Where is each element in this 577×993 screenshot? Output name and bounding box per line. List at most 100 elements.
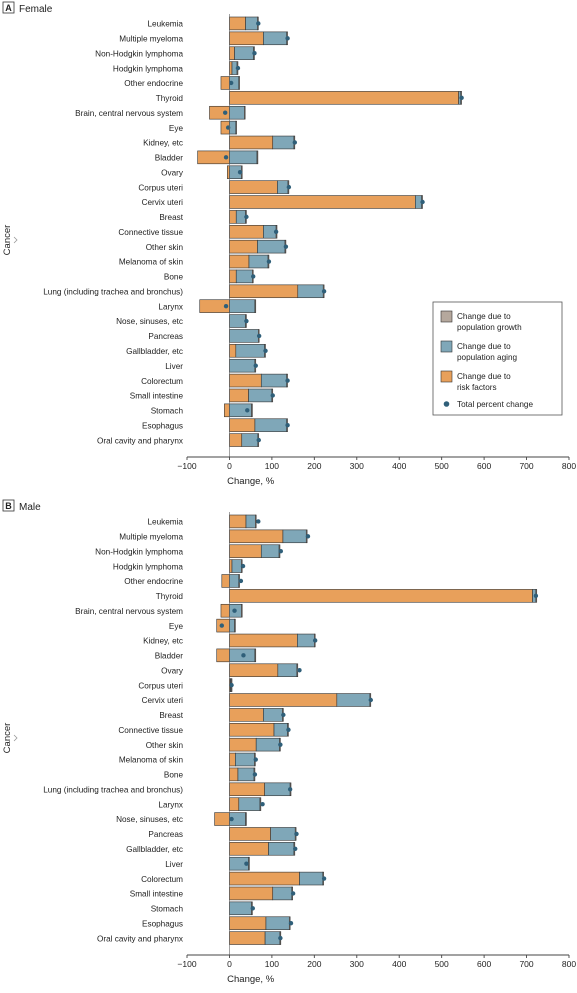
total-change-point <box>420 199 425 205</box>
y-axis-title: Cancer <box>2 723 13 754</box>
population-aging-bar <box>229 120 237 135</box>
population-aging-bar <box>272 886 293 901</box>
category-label: Oral cavity and pharynx <box>97 436 183 445</box>
legend-label: population aging <box>457 353 518 362</box>
population-aging-bar <box>336 693 371 707</box>
category-label: Stomach <box>151 407 184 416</box>
category-label: Cervix uteri <box>142 696 184 705</box>
population-aging-bar <box>235 752 255 767</box>
risk-factor-bar <box>229 633 298 648</box>
legend-label: Change due to <box>457 372 511 381</box>
total-change-point <box>263 348 268 353</box>
population-aging-bar <box>245 16 258 31</box>
category-label: Esophagus <box>142 919 183 928</box>
category-label: Brain, central nervous system <box>75 607 183 616</box>
population-aging-bar <box>263 31 288 46</box>
category-label: Pancreas <box>148 830 183 839</box>
risk-factor-bar <box>229 708 264 722</box>
total-change-point <box>256 437 261 443</box>
population-growth-bar <box>238 76 240 90</box>
category-label: Hodgkin lymphoma <box>113 64 184 73</box>
risk-factor-bar <box>229 418 256 432</box>
risk-factor-bar <box>229 782 265 797</box>
population-aging-bar <box>248 254 269 269</box>
total-change-point <box>270 393 275 398</box>
population-aging-bar <box>277 663 298 677</box>
total-change-point <box>260 801 265 807</box>
total-change-point <box>219 623 225 628</box>
total-change-point <box>286 727 291 732</box>
total-change-point <box>273 229 279 234</box>
category-label: Connective tissue <box>118 228 183 237</box>
total-change-point <box>244 318 249 324</box>
risk-factor-bar <box>229 254 250 269</box>
category-label: Non-Hodgkin lymphoma <box>95 49 183 58</box>
category-label: Non-Hodgkin lymphoma <box>95 547 183 556</box>
population-aging-bar <box>245 514 256 529</box>
risk-factor-bar <box>220 76 230 90</box>
category-label: Eye <box>169 622 184 631</box>
chart-panel-male: B Male Cancer Leukemia Multiple myeloma Non-H… <box>2 499 576 985</box>
total-change-point <box>368 697 373 703</box>
population-aging-bar <box>277 180 289 194</box>
x-tick-label: 800 <box>562 959 576 969</box>
risk-factor-bar <box>229 916 267 930</box>
category-label: Bone <box>164 273 184 282</box>
category-label: Nose, sinuses, etc <box>116 815 183 824</box>
risk-factor-bar <box>229 344 237 358</box>
population-aging-bar <box>229 314 246 328</box>
legend-swatch-population-aging <box>440 340 453 353</box>
y-axis-title: Cancer <box>2 225 13 256</box>
category-label: Bone <box>164 771 184 780</box>
risk-factor-bar <box>229 589 533 603</box>
total-change-point <box>285 423 290 428</box>
total-change-point <box>285 36 290 41</box>
population-aging-bar <box>264 931 281 945</box>
total-change-point <box>293 846 298 851</box>
legend-label: Change due to <box>457 312 511 321</box>
category-label: Gallbladder, etc <box>126 845 183 854</box>
total-change-point <box>253 757 258 762</box>
total-change-point <box>252 772 258 777</box>
total-change-point <box>256 519 261 524</box>
chart-legend: Change due to population growth Change due… <box>432 301 563 416</box>
population-aging-bar <box>234 46 254 60</box>
x-axis-title: Change, % <box>227 476 275 487</box>
panel-letter-box <box>2 499 15 512</box>
population-aging-bar <box>229 574 240 588</box>
chart-panel-female: A Female Cancer Leukemia Multiple myeloma Non… <box>2 1 576 487</box>
x-tick-label: 700 <box>519 461 533 471</box>
total-change-point <box>244 861 249 866</box>
category-label: Corpus uteri <box>138 183 183 192</box>
total-change-point <box>237 170 243 175</box>
category-label: Hodgkin lymphoma <box>113 562 184 571</box>
total-change-point <box>286 184 292 190</box>
population-growth-bar <box>248 856 250 871</box>
population-aging-bar <box>257 239 286 254</box>
population-aging-bar <box>265 916 290 930</box>
risk-factor-bar <box>229 693 338 707</box>
legend-label: population growth <box>457 323 522 332</box>
risk-factor-bar <box>229 135 274 150</box>
x-tick-label: −100 <box>177 959 196 969</box>
category-label: Thyroid <box>156 94 184 103</box>
category-label: Nose, sinuses, etc <box>116 317 183 326</box>
category-label: Liver <box>165 860 183 869</box>
legend-swatch-risk-factors <box>440 370 453 383</box>
total-change-point <box>312 638 318 643</box>
category-label: Ovary <box>161 666 184 675</box>
category-label: Larynx <box>158 302 183 311</box>
x-tick-label: 200 <box>307 461 321 471</box>
risk-factor-bar <box>229 61 233 75</box>
total-change-point <box>285 378 290 383</box>
category-label: Other skin <box>146 741 184 750</box>
risk-factor-bar <box>229 797 240 811</box>
x-tick-label: 500 <box>435 461 449 471</box>
x-tick-label: 100 <box>265 959 279 969</box>
population-growth-bar <box>254 299 257 313</box>
total-change-point <box>229 682 234 688</box>
risk-factor-bar <box>229 663 279 677</box>
total-change-point <box>278 549 284 554</box>
risk-factor-bar <box>229 514 247 529</box>
legend-swatch-population-growth <box>440 310 453 323</box>
